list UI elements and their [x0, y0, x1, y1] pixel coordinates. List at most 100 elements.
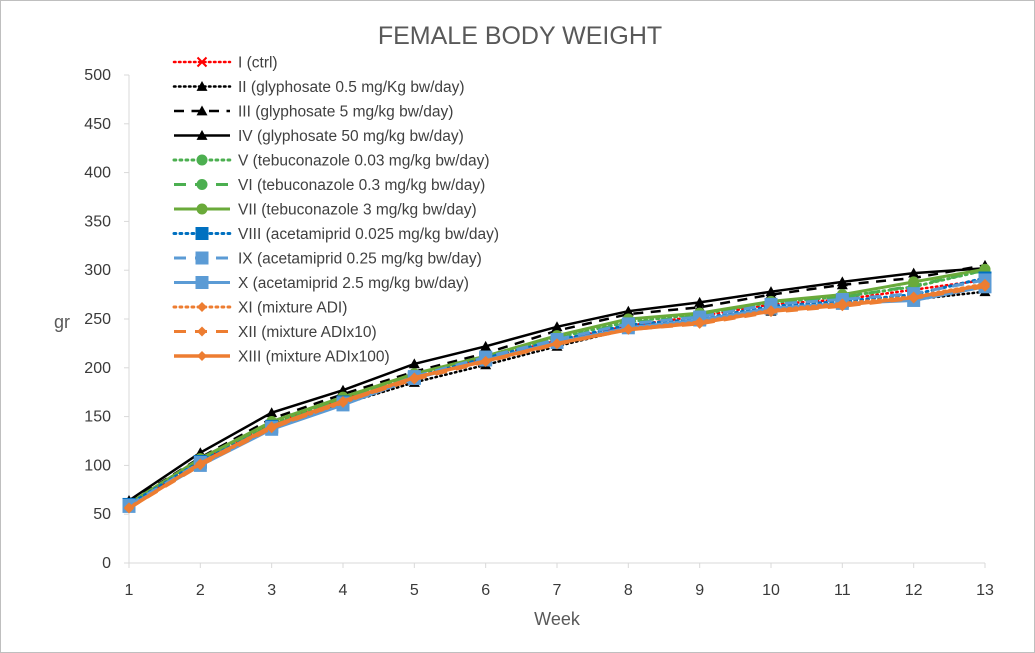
series-line: [128, 283, 986, 510]
data-point: [480, 355, 491, 366]
legend-label: V (tebuconazole 0.03 mg/kg bw/day): [238, 153, 490, 170]
legend-label: IX (acetamiprid 0.25 mg/kg bw/day): [238, 251, 482, 268]
data-point: [694, 296, 706, 307]
data-point: [980, 279, 990, 290]
legend-marker: [196, 81, 208, 91]
legend-marker: [195, 227, 209, 240]
x-tick-label: 3: [267, 582, 276, 599]
y-axis-title: gr: [54, 312, 70, 332]
y-tick-label: 200: [84, 360, 111, 377]
legend-label: VI (tebuconazole 0.3 mg/kg bw/day): [238, 177, 485, 194]
data-point: [195, 458, 206, 469]
series-line: [128, 285, 986, 510]
legend-marker: [197, 351, 207, 361]
data-point: [623, 324, 634, 335]
legend-label: XIII (mixture ADIx100): [238, 349, 390, 366]
series-4: [123, 262, 991, 505]
data-point: [124, 503, 134, 514]
legend-item-11: XI (mixture ADI): [172, 300, 347, 317]
legend-label: X (acetamiprid 2.5 mg/kg bw/day): [238, 275, 469, 292]
data-point: [908, 292, 919, 303]
data-point: [837, 300, 848, 311]
series-12: [124, 281, 990, 514]
x-tick-label: 13: [976, 582, 994, 599]
data-point: [551, 321, 563, 332]
data-point: [266, 421, 277, 432]
legend-item-1: I (ctrl): [172, 55, 278, 72]
legend-label: XII (mixture ADIx10): [238, 324, 377, 341]
data-point: [908, 276, 920, 288]
data-point: [266, 407, 278, 418]
legend-item-9: IX (acetamiprid 0.25 mg/kg bw/day): [174, 251, 482, 268]
legend-label: I (ctrl): [238, 55, 278, 72]
legend-label: XI (mixture ADI): [238, 300, 347, 317]
x-axis-title: Week: [534, 609, 581, 629]
y-tick-label: 350: [84, 213, 111, 230]
legend-marker: [196, 56, 208, 68]
legend-label: IV (glyphosate 50 mg/kg bw/day): [238, 128, 464, 145]
legend-label: II (glyphosate 0.5 mg/Kg bw/day): [238, 79, 465, 96]
chart-title: FEMALE BODY WEIGHT: [378, 22, 662, 50]
y-tick-label: 250: [84, 311, 111, 328]
legend-marker: [196, 179, 208, 190]
series-13: [124, 279, 990, 514]
y-tick-label: 450: [84, 116, 111, 133]
y-tick-label: 300: [84, 262, 111, 279]
legend-marker: [196, 105, 208, 116]
legend-marker: [195, 251, 209, 265]
legend-marker: [197, 326, 207, 337]
legend: I (ctrl) II (glyphosate 0.5 mg/Kg bw/day)…: [172, 55, 499, 366]
y-tick-label: 100: [84, 457, 111, 474]
legend-marker: [196, 154, 208, 166]
y-tick-label: 150: [84, 409, 111, 426]
legend-marker: [196, 203, 208, 215]
legend-label: VIII (acetamiprid 0.025 mg/kg bw/day): [238, 226, 499, 243]
series-line: [128, 285, 986, 508]
legend-item-8: VIII (acetamiprid 0.025 mg/kg bw/day): [172, 226, 499, 243]
data-point: [552, 338, 562, 349]
x-tick-label: 8: [624, 582, 633, 599]
series-2: [123, 286, 991, 512]
legend-label: VII (tebuconazole 3 mg/kg bw/day): [238, 202, 477, 219]
x-tick-label: 1: [125, 582, 134, 599]
y-tick-label: 0: [102, 555, 111, 572]
data-point: [408, 358, 420, 369]
series-line: [127, 282, 987, 509]
y-tick-label: 500: [84, 67, 111, 84]
legend-marker: [195, 276, 209, 289]
series-lines: [122, 259, 992, 514]
legend-item-13: XIII (mixture ADIx100): [174, 349, 390, 366]
y-tick-label: 400: [84, 165, 111, 182]
legend-item-2: II (glyphosate 0.5 mg/Kg bw/day): [172, 79, 465, 96]
x-tick-label: 2: [196, 582, 205, 599]
legend-item-6: VI (tebuconazole 0.3 mg/kg bw/day): [174, 177, 485, 194]
data-point: [766, 306, 776, 317]
x-tick-label: 4: [339, 582, 348, 599]
data-point: [908, 267, 920, 278]
data-point: [694, 317, 705, 328]
legend-marker: [196, 130, 208, 140]
legend-item-10: X (acetamiprid 2.5 mg/kg bw/day): [174, 275, 469, 292]
x-tick-label: 6: [481, 582, 490, 599]
x-tick-label: 11: [834, 582, 851, 599]
data-point: [337, 384, 349, 395]
data-point: [338, 395, 348, 406]
data-point: [622, 305, 634, 316]
x-tick-label: 12: [905, 582, 923, 599]
legend-item-12: XII (mixture ADIx10): [174, 324, 377, 341]
x-tick-label: 9: [695, 582, 704, 599]
data-point: [836, 276, 848, 287]
legend-label: III (glyphosate 5 mg/kg bw/day): [238, 104, 453, 121]
data-point: [765, 286, 777, 297]
data-point: [409, 372, 420, 383]
legend-item-7: VII (tebuconazole 3 mg/kg bw/day): [174, 202, 477, 219]
y-tick-label: 50: [93, 506, 111, 523]
legend-marker: [197, 302, 207, 312]
data-point: [480, 340, 492, 351]
legend-item-4: IV (glyphosate 50 mg/kg bw/day): [174, 128, 464, 145]
x-tick-label: 7: [553, 582, 562, 599]
legend-item-5: V (tebuconazole 0.03 mg/kg bw/day): [172, 153, 490, 170]
